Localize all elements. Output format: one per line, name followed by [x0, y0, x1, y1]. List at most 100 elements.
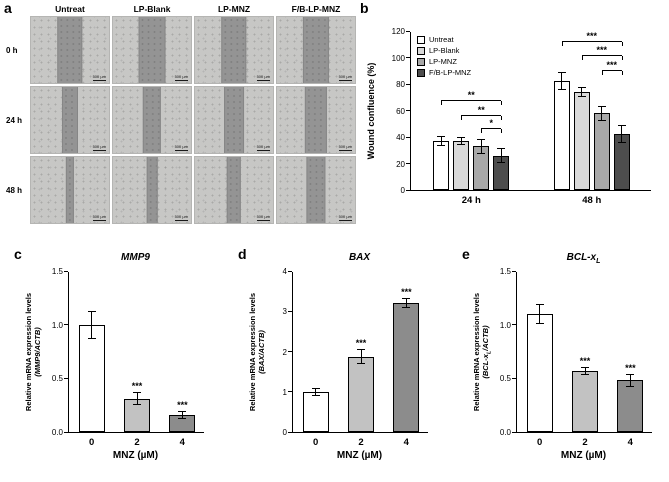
y-tick	[288, 391, 292, 393]
sig-bracket	[481, 128, 502, 130]
error-cap	[581, 366, 589, 368]
sig-bracket-end	[621, 56, 623, 61]
error-cap	[178, 418, 187, 420]
wound-scratch	[304, 87, 328, 153]
scale-bar: 500 µm	[92, 74, 106, 81]
error-bar	[440, 137, 442, 145]
y-tick-label: 40	[396, 133, 405, 142]
y-tick	[512, 377, 516, 379]
x-tick-label: 2	[582, 437, 588, 448]
x-axis-label-mnz: MNZ (µM)	[112, 450, 159, 461]
bar	[348, 356, 374, 432]
bar	[617, 380, 644, 432]
chart-title-bclxl: BCL-xL	[566, 252, 601, 265]
scale-bar: 500 µm	[174, 144, 188, 151]
y-tick	[406, 83, 410, 85]
scale-bar: 500 µm	[256, 74, 270, 81]
micrograph-cell: 500 µm	[194, 16, 274, 84]
error-bar	[584, 367, 586, 375]
error-cap	[477, 152, 486, 154]
error-bar	[181, 411, 183, 419]
error-cap	[557, 89, 566, 91]
error-bar	[136, 393, 138, 405]
error-bar	[601, 106, 603, 120]
y-axis-label-line1: Relative mRNA expression levels	[248, 292, 257, 412]
sig-bracket-end	[441, 101, 443, 106]
micrograph-cell: 500 µm	[276, 16, 356, 84]
error-bar	[621, 126, 623, 143]
chart-title-bax: BAX	[348, 252, 371, 263]
legend-label: Untreat	[429, 35, 454, 44]
y-tick-label: 3	[282, 307, 287, 317]
error-bar	[500, 148, 502, 163]
sig-bracket-end	[481, 129, 483, 134]
bar-Untreat	[553, 81, 570, 190]
y-tick-label: 1.5	[51, 267, 63, 276]
y-tick	[64, 324, 68, 326]
chart-title-mmp9: MMP9	[121, 252, 150, 263]
bclxl-chart: 0.0 0.5 1.0 1.5 0 2 *** 4 ***	[500, 267, 652, 448]
legend-swatch	[417, 46, 425, 55]
y-tick-label: 2	[282, 347, 287, 357]
sig-bracket-end	[621, 41, 623, 46]
y-tick-label: 0.5	[499, 374, 511, 384]
column-header-0: Untreat	[55, 4, 85, 14]
error-cap	[311, 394, 320, 396]
sig-bracket-end	[501, 129, 503, 134]
legend-label: LP-Blank	[429, 46, 460, 55]
row-label-1: 24 h	[6, 116, 23, 125]
error-bar	[581, 88, 583, 96]
sig-bracket-end	[621, 70, 623, 75]
error-cap	[577, 95, 586, 97]
error-cap	[581, 374, 589, 376]
legend-label: LP-MNZ	[429, 57, 457, 66]
wound-scratch	[221, 17, 247, 83]
bar-LP-Blank	[573, 91, 590, 190]
error-cap	[402, 307, 411, 309]
sig-bracket	[461, 114, 502, 116]
y-tick-label: 20	[396, 159, 405, 169]
wound-scratch	[65, 157, 75, 223]
error-bar	[629, 375, 631, 386]
legend-swatch	[417, 57, 425, 66]
row-label-2: 48 h	[6, 186, 23, 195]
y-axis-label-line1: Relative mRNA expression levels	[24, 292, 33, 412]
y-tick	[512, 324, 516, 326]
y-tick	[406, 30, 410, 32]
sig-bracket	[581, 55, 622, 57]
scale-bar: 500 µm	[174, 74, 188, 81]
sig-label: **	[477, 104, 485, 115]
error-cap	[497, 162, 506, 164]
error-bar	[539, 305, 541, 323]
y-tick-label: 4	[282, 267, 287, 276]
bar-LP-Blank	[453, 140, 470, 190]
scale-bar: 500 µm	[256, 214, 270, 221]
legend-entry: LP-MNZ	[417, 56, 471, 67]
error-cap	[87, 337, 96, 339]
sig-bracket-end	[501, 101, 503, 106]
y-tick-label: 1.0	[499, 320, 511, 330]
bar	[78, 324, 105, 432]
error-bar	[460, 138, 462, 144]
x-tick-label: 4	[179, 437, 185, 448]
panel-c: c MMP9 Relative mRNA expression levels (…	[12, 246, 218, 480]
sig-bracket	[601, 69, 622, 71]
panel-d: d BAX Relative mRNA expression levels (B…	[236, 246, 442, 480]
y-axis-label-bclxl: Relative mRNA expression levels (BCL-xL/…	[472, 272, 493, 432]
scale-bar: 500 µm	[92, 144, 106, 151]
error-cap	[557, 72, 566, 74]
scale-bar: 500 µm	[174, 214, 188, 221]
x-tick-label: 0	[89, 437, 95, 448]
wound-scratch	[306, 157, 326, 223]
y-tick-label: 0.0	[499, 428, 511, 437]
error-cap	[617, 125, 626, 127]
sig-label: ***	[596, 45, 607, 56]
panel-b: b Wound confluence (%) Untreat LP-Blank LP…	[358, 0, 666, 242]
error-cap	[87, 310, 96, 312]
y-tick-label: 1.0	[51, 320, 63, 330]
error-cap	[497, 147, 506, 149]
error-bar	[360, 350, 362, 364]
wound-scratch	[57, 17, 83, 83]
micrograph-cell: 500 µm	[194, 156, 274, 224]
